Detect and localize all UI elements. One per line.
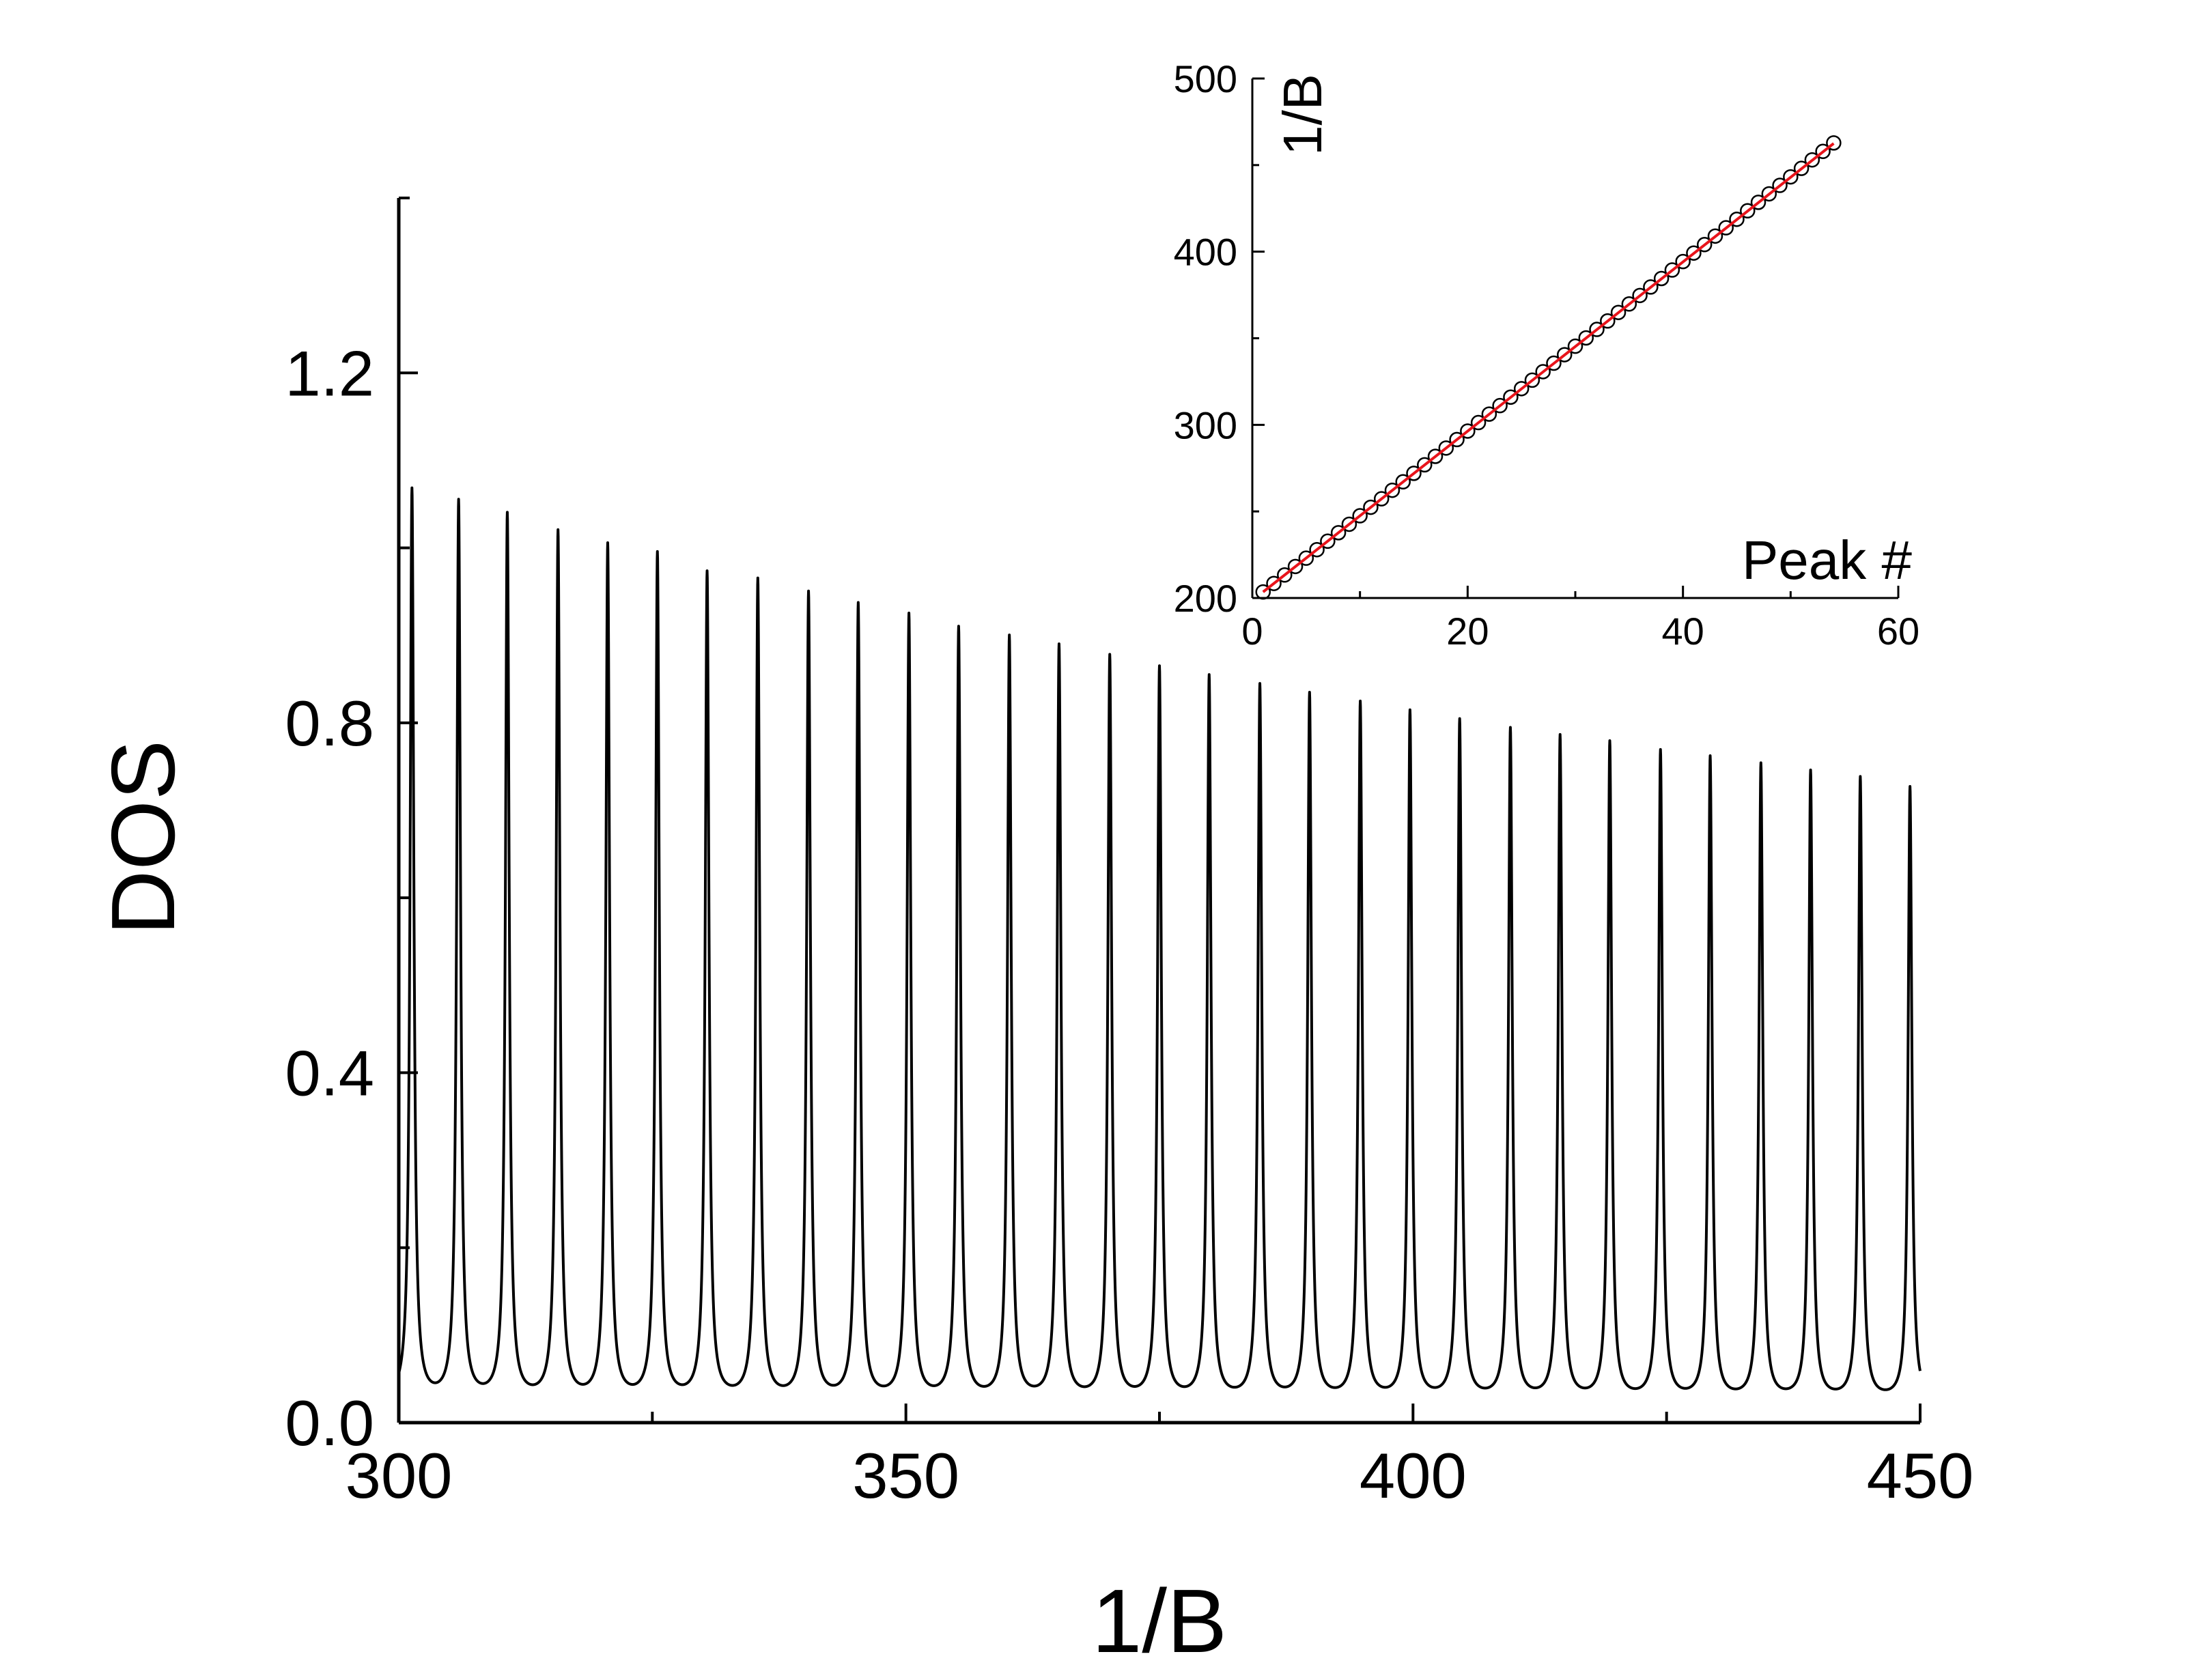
inset-data-point — [1427, 449, 1444, 464]
inset-x-tick-label: 20 — [1446, 610, 1489, 653]
inset-data-point — [1729, 211, 1745, 227]
inset-data-point — [1384, 482, 1400, 498]
main-x-tick-label: 350 — [852, 1440, 959, 1511]
inset-y-tick-labels: 200 300 400 500 — [1174, 57, 1237, 620]
inset-data-point — [1664, 262, 1680, 278]
inset-data-point — [1750, 195, 1766, 210]
main-ticks — [397, 197, 1922, 1424]
inset-data-point — [1696, 237, 1713, 253]
inset-data-point — [1589, 322, 1605, 337]
inset-data-point — [1363, 499, 1379, 515]
inset-data-point — [1417, 457, 1433, 473]
main-x-tick-label: 400 — [1360, 1440, 1467, 1511]
inset-y-tick-label: 200 — [1174, 577, 1237, 620]
inset-data-point — [1556, 347, 1573, 362]
dos-curve — [397, 486, 1922, 1391]
inset-x-axis-title: Peak # — [1742, 530, 1913, 590]
inset-data-point — [1643, 279, 1659, 295]
inset-data-point — [1287, 558, 1304, 575]
inset-data-point — [1653, 270, 1670, 287]
inset-data-point — [1675, 253, 1691, 270]
inset-data-point — [1567, 338, 1583, 354]
main-x-tick-label: 300 — [346, 1440, 453, 1511]
inset-data-point — [1492, 397, 1508, 414]
inset-axes — [1251, 79, 1898, 599]
inset-data-point — [1546, 355, 1562, 371]
inset-data-point — [1503, 389, 1519, 405]
main-x-axis-title: 1/B — [1092, 1571, 1227, 1671]
main-x-tick-label: 450 — [1867, 1440, 1974, 1511]
inset-data-point — [1449, 431, 1465, 448]
inset-data-point — [1373, 491, 1390, 507]
main-y-tick-label: 0.4 — [285, 1037, 374, 1109]
inset-x-tick-label: 60 — [1877, 610, 1919, 653]
inset-data-point — [1309, 541, 1325, 558]
inset-data-point — [1481, 406, 1497, 422]
inset-chart: 0 20 40 60 200 300 400 500 Peak # 1/B — [1174, 57, 1920, 653]
inset-data-point — [1632, 287, 1648, 304]
main-y-tick-labels: 0.0 0.4 0.8 1.2 — [285, 337, 374, 1459]
inset-data-point — [1535, 364, 1551, 380]
inset-data-point — [1621, 296, 1637, 312]
main-chart: 300 350 400 450 0.00.40.81.2 1/B DOS — [93, 197, 1974, 1671]
inset-data-point — [1610, 304, 1627, 320]
inset-y-tick-label: 300 — [1174, 403, 1237, 446]
inset-data-point — [1255, 584, 1271, 600]
inset-data-point — [1470, 414, 1487, 431]
inset-data-point — [1460, 423, 1476, 439]
inset-data-point — [1406, 466, 1422, 481]
inset-data-point — [1740, 203, 1756, 219]
inset-data-point — [1815, 143, 1831, 160]
inset-y-axis-title: 1/B — [1272, 74, 1333, 156]
inset-data-point — [1277, 567, 1293, 583]
inset-data-point — [1320, 533, 1336, 550]
main-y-tick-label: 0.8 — [285, 687, 374, 759]
inset-data-point — [1513, 381, 1530, 397]
inset-data-point — [1793, 160, 1810, 176]
inset-data-point — [1772, 177, 1788, 193]
inset-data-point — [1266, 575, 1282, 591]
inset-data-point — [1761, 186, 1777, 202]
inset-fit-line — [1262, 142, 1835, 593]
inset-x-tick-label: 0 — [1241, 610, 1263, 653]
inset-y-tick-label: 500 — [1174, 57, 1237, 100]
inset-x-tick-labels: 0 20 40 60 — [1241, 610, 1919, 653]
inset-points — [1255, 135, 1842, 600]
main-y-tick-label: 0.0 — [285, 1387, 374, 1459]
inset-data-point — [1578, 330, 1594, 346]
main-y-tick-label: 1.2 — [285, 337, 374, 409]
inset-data-point — [1600, 313, 1616, 329]
inset-data-point — [1330, 525, 1347, 541]
inset-data-point — [1707, 228, 1723, 244]
inset-data-point — [1783, 169, 1799, 185]
inset-data-point — [1352, 508, 1368, 524]
inset-data-point — [1438, 440, 1454, 456]
inset-y-tick-label: 400 — [1174, 231, 1237, 274]
main-x-tick-labels: 300 350 400 450 — [346, 1440, 1974, 1511]
inset-ticks — [1251, 77, 1900, 599]
inset-data-point — [1395, 474, 1411, 490]
inset-data-point — [1804, 152, 1820, 168]
inset-data-point — [1341, 516, 1357, 532]
inset-x-tick-label: 40 — [1662, 610, 1704, 653]
inset-data-point — [1524, 372, 1540, 388]
inset-data-point — [1826, 135, 1842, 151]
inset-data-point — [1686, 245, 1702, 261]
inset-data-point — [1718, 220, 1734, 236]
main-y-axis-title: DOS — [93, 740, 193, 935]
inset-data-point — [1298, 550, 1314, 566]
